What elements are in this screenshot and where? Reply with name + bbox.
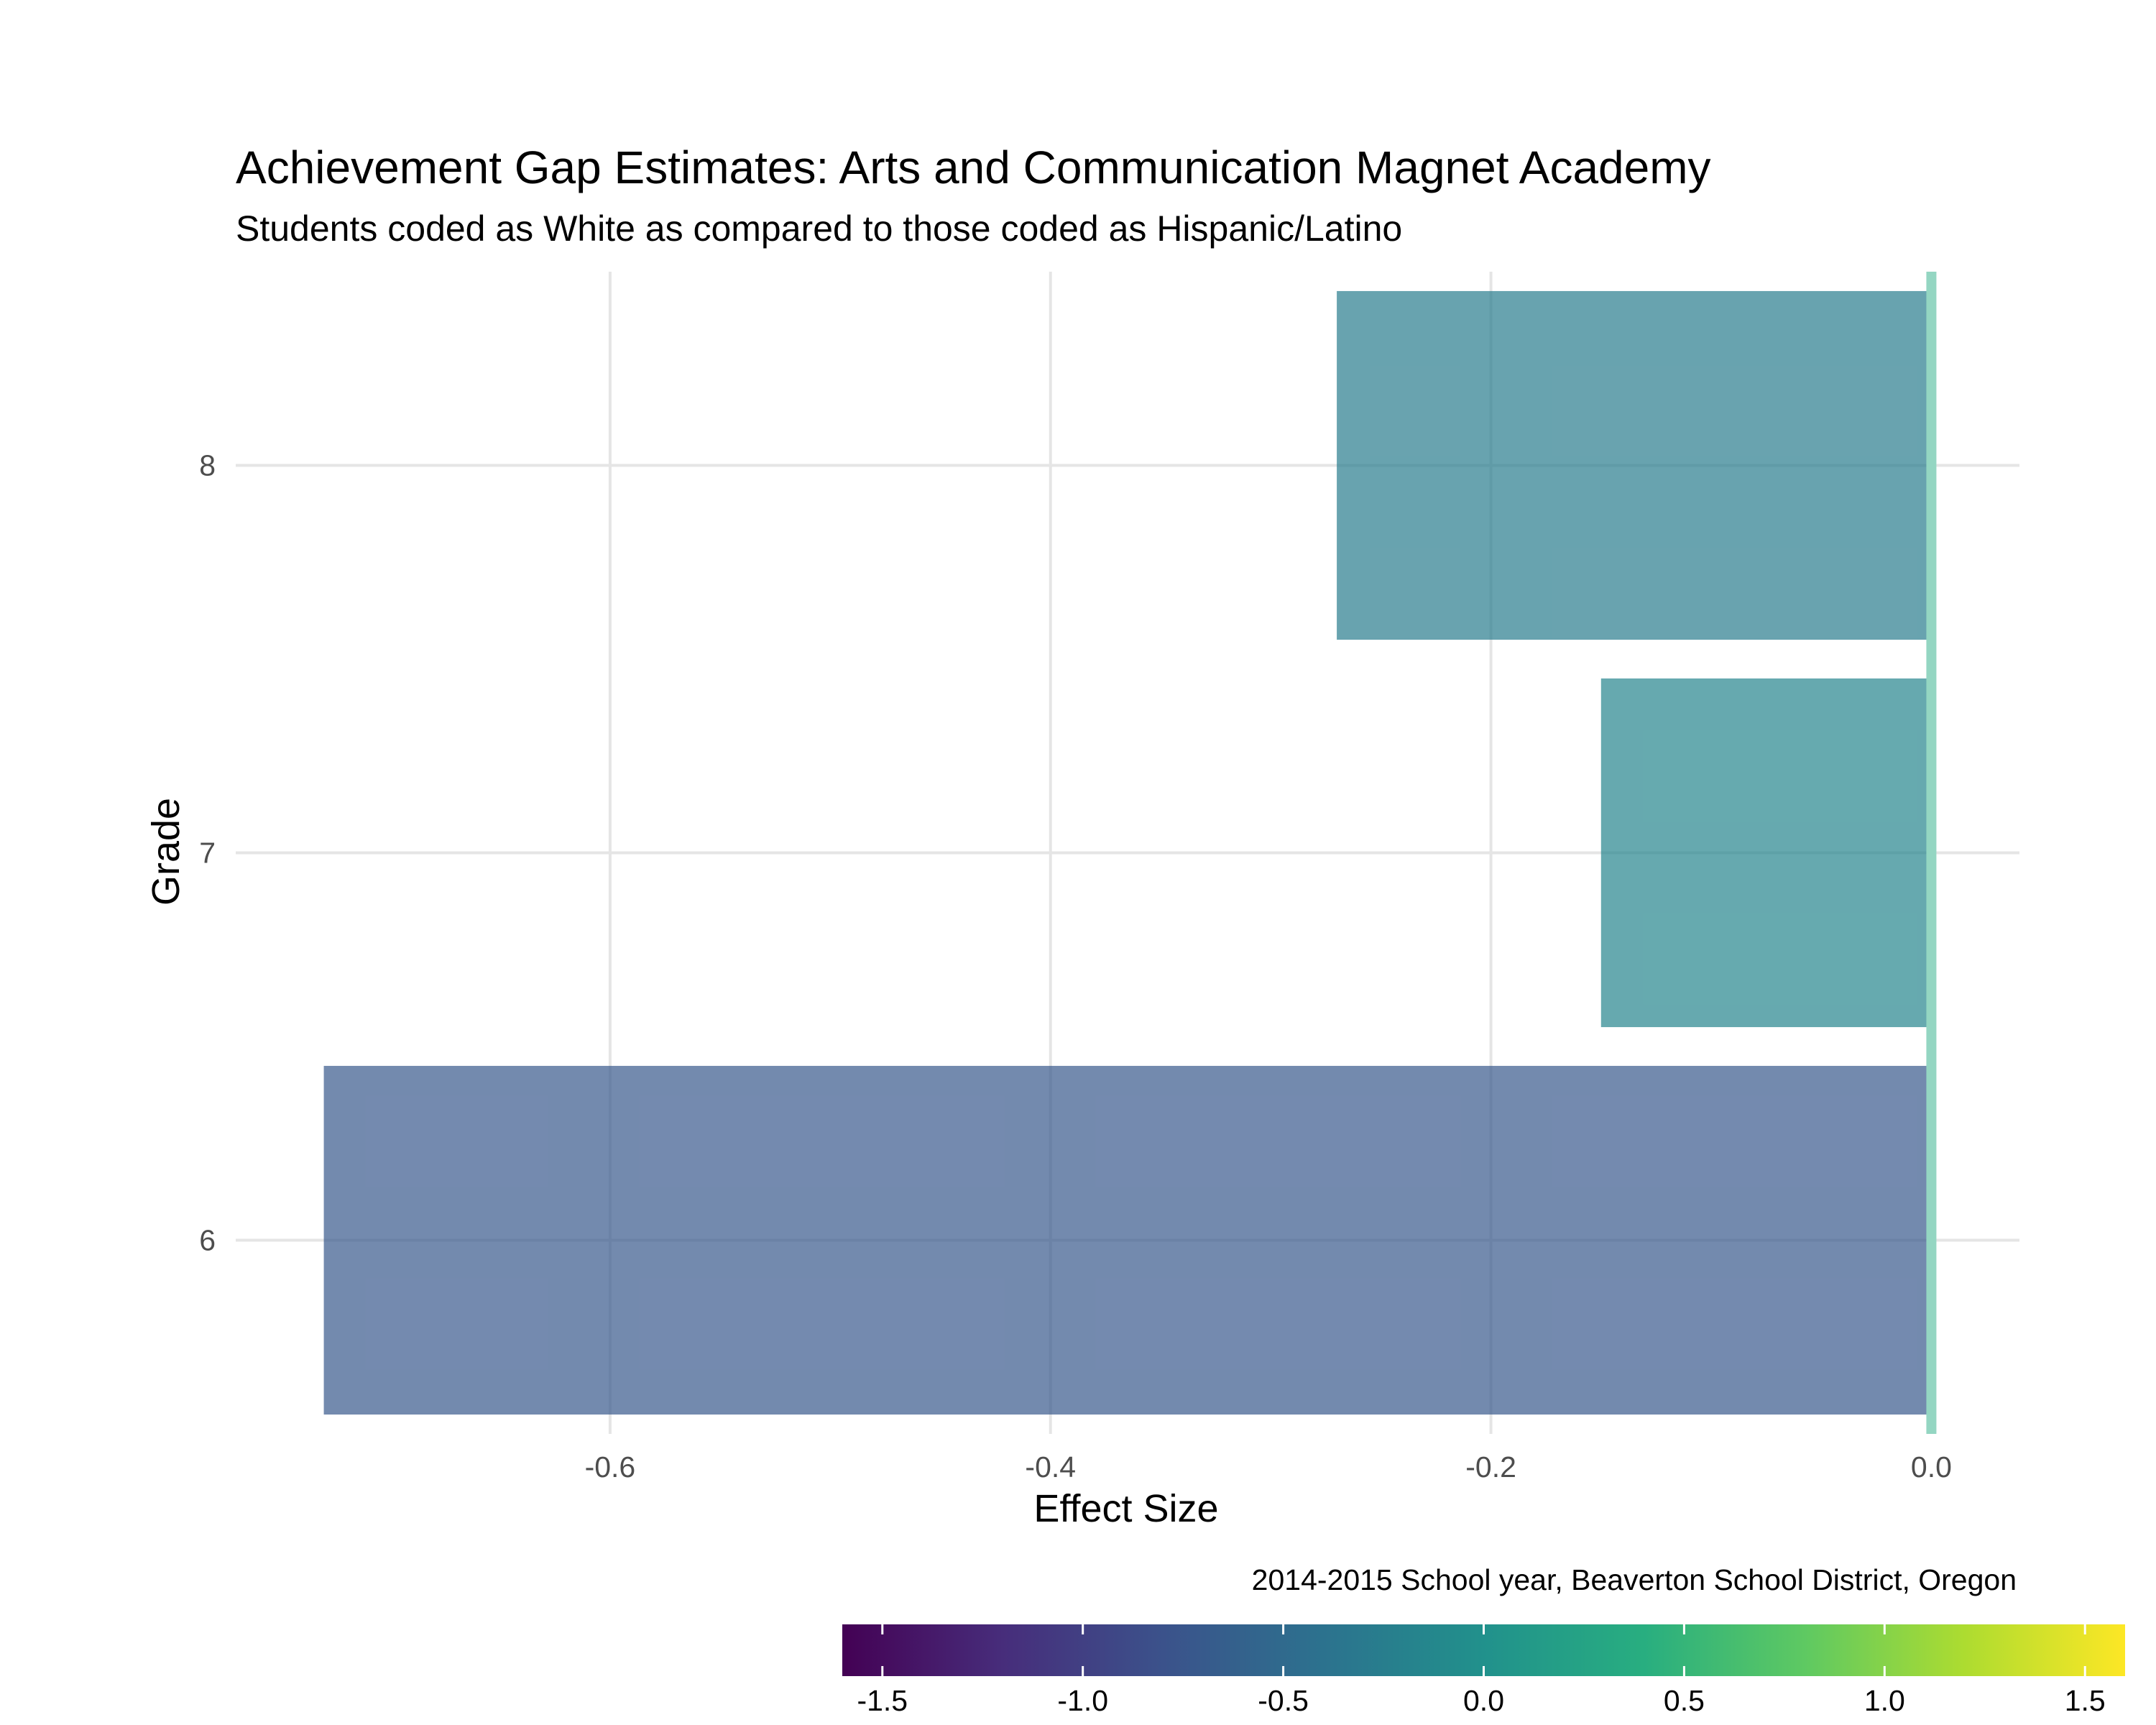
colorbar-legend: -1.5 -1.0 -0.5 0.0 0.5 1.0 1.5 [842, 1624, 2125, 1717]
x-tick-label: -0.6 [585, 1450, 636, 1484]
x-axis-title: Effect Size [1033, 1487, 1218, 1530]
y-tick-labels: 6 7 8 [199, 449, 216, 1257]
chart-title: Achievement Gap Estimates: Arts and Comm… [236, 142, 1711, 193]
y-tick-label: 8 [199, 449, 216, 482]
x-tick-label: -0.4 [1025, 1450, 1076, 1484]
colorbar-tick-label: -0.5 [1258, 1684, 1309, 1717]
colorbar-tick-label: 0.0 [1463, 1684, 1504, 1717]
x-tick-label: 0.0 [1911, 1450, 1952, 1484]
chart-subtitle: Students coded as White as compared to t… [236, 208, 1402, 249]
x-tick-labels: -0.6 -0.4 -0.2 0.0 [585, 1450, 1952, 1484]
colorbar-tick-label: 0.5 [1664, 1684, 1705, 1717]
colorbar-ticks: -1.5 -1.0 -0.5 0.0 0.5 1.0 1.5 [857, 1624, 2106, 1717]
bars [323, 290, 1932, 1415]
colorbar-tick-label: -1.5 [857, 1684, 908, 1717]
colorbar-tick-label: 1.0 [1864, 1684, 1905, 1717]
bar-grade-8 [1337, 290, 1932, 640]
bar-grade-7 [1600, 678, 1932, 1028]
bar-grade-6 [323, 1065, 1932, 1415]
y-axis-title: Grade [144, 798, 188, 906]
colorbar-tick-label: -1.0 [1057, 1684, 1108, 1717]
y-tick-label: 7 [199, 837, 216, 870]
colorbar-tick-label: 1.5 [2065, 1684, 2106, 1717]
y-tick-label: 6 [199, 1224, 216, 1257]
x-tick-label: -0.2 [1465, 1450, 1516, 1484]
chart-caption: 2014-2015 School year, Beaverton School … [1252, 1563, 2017, 1596]
